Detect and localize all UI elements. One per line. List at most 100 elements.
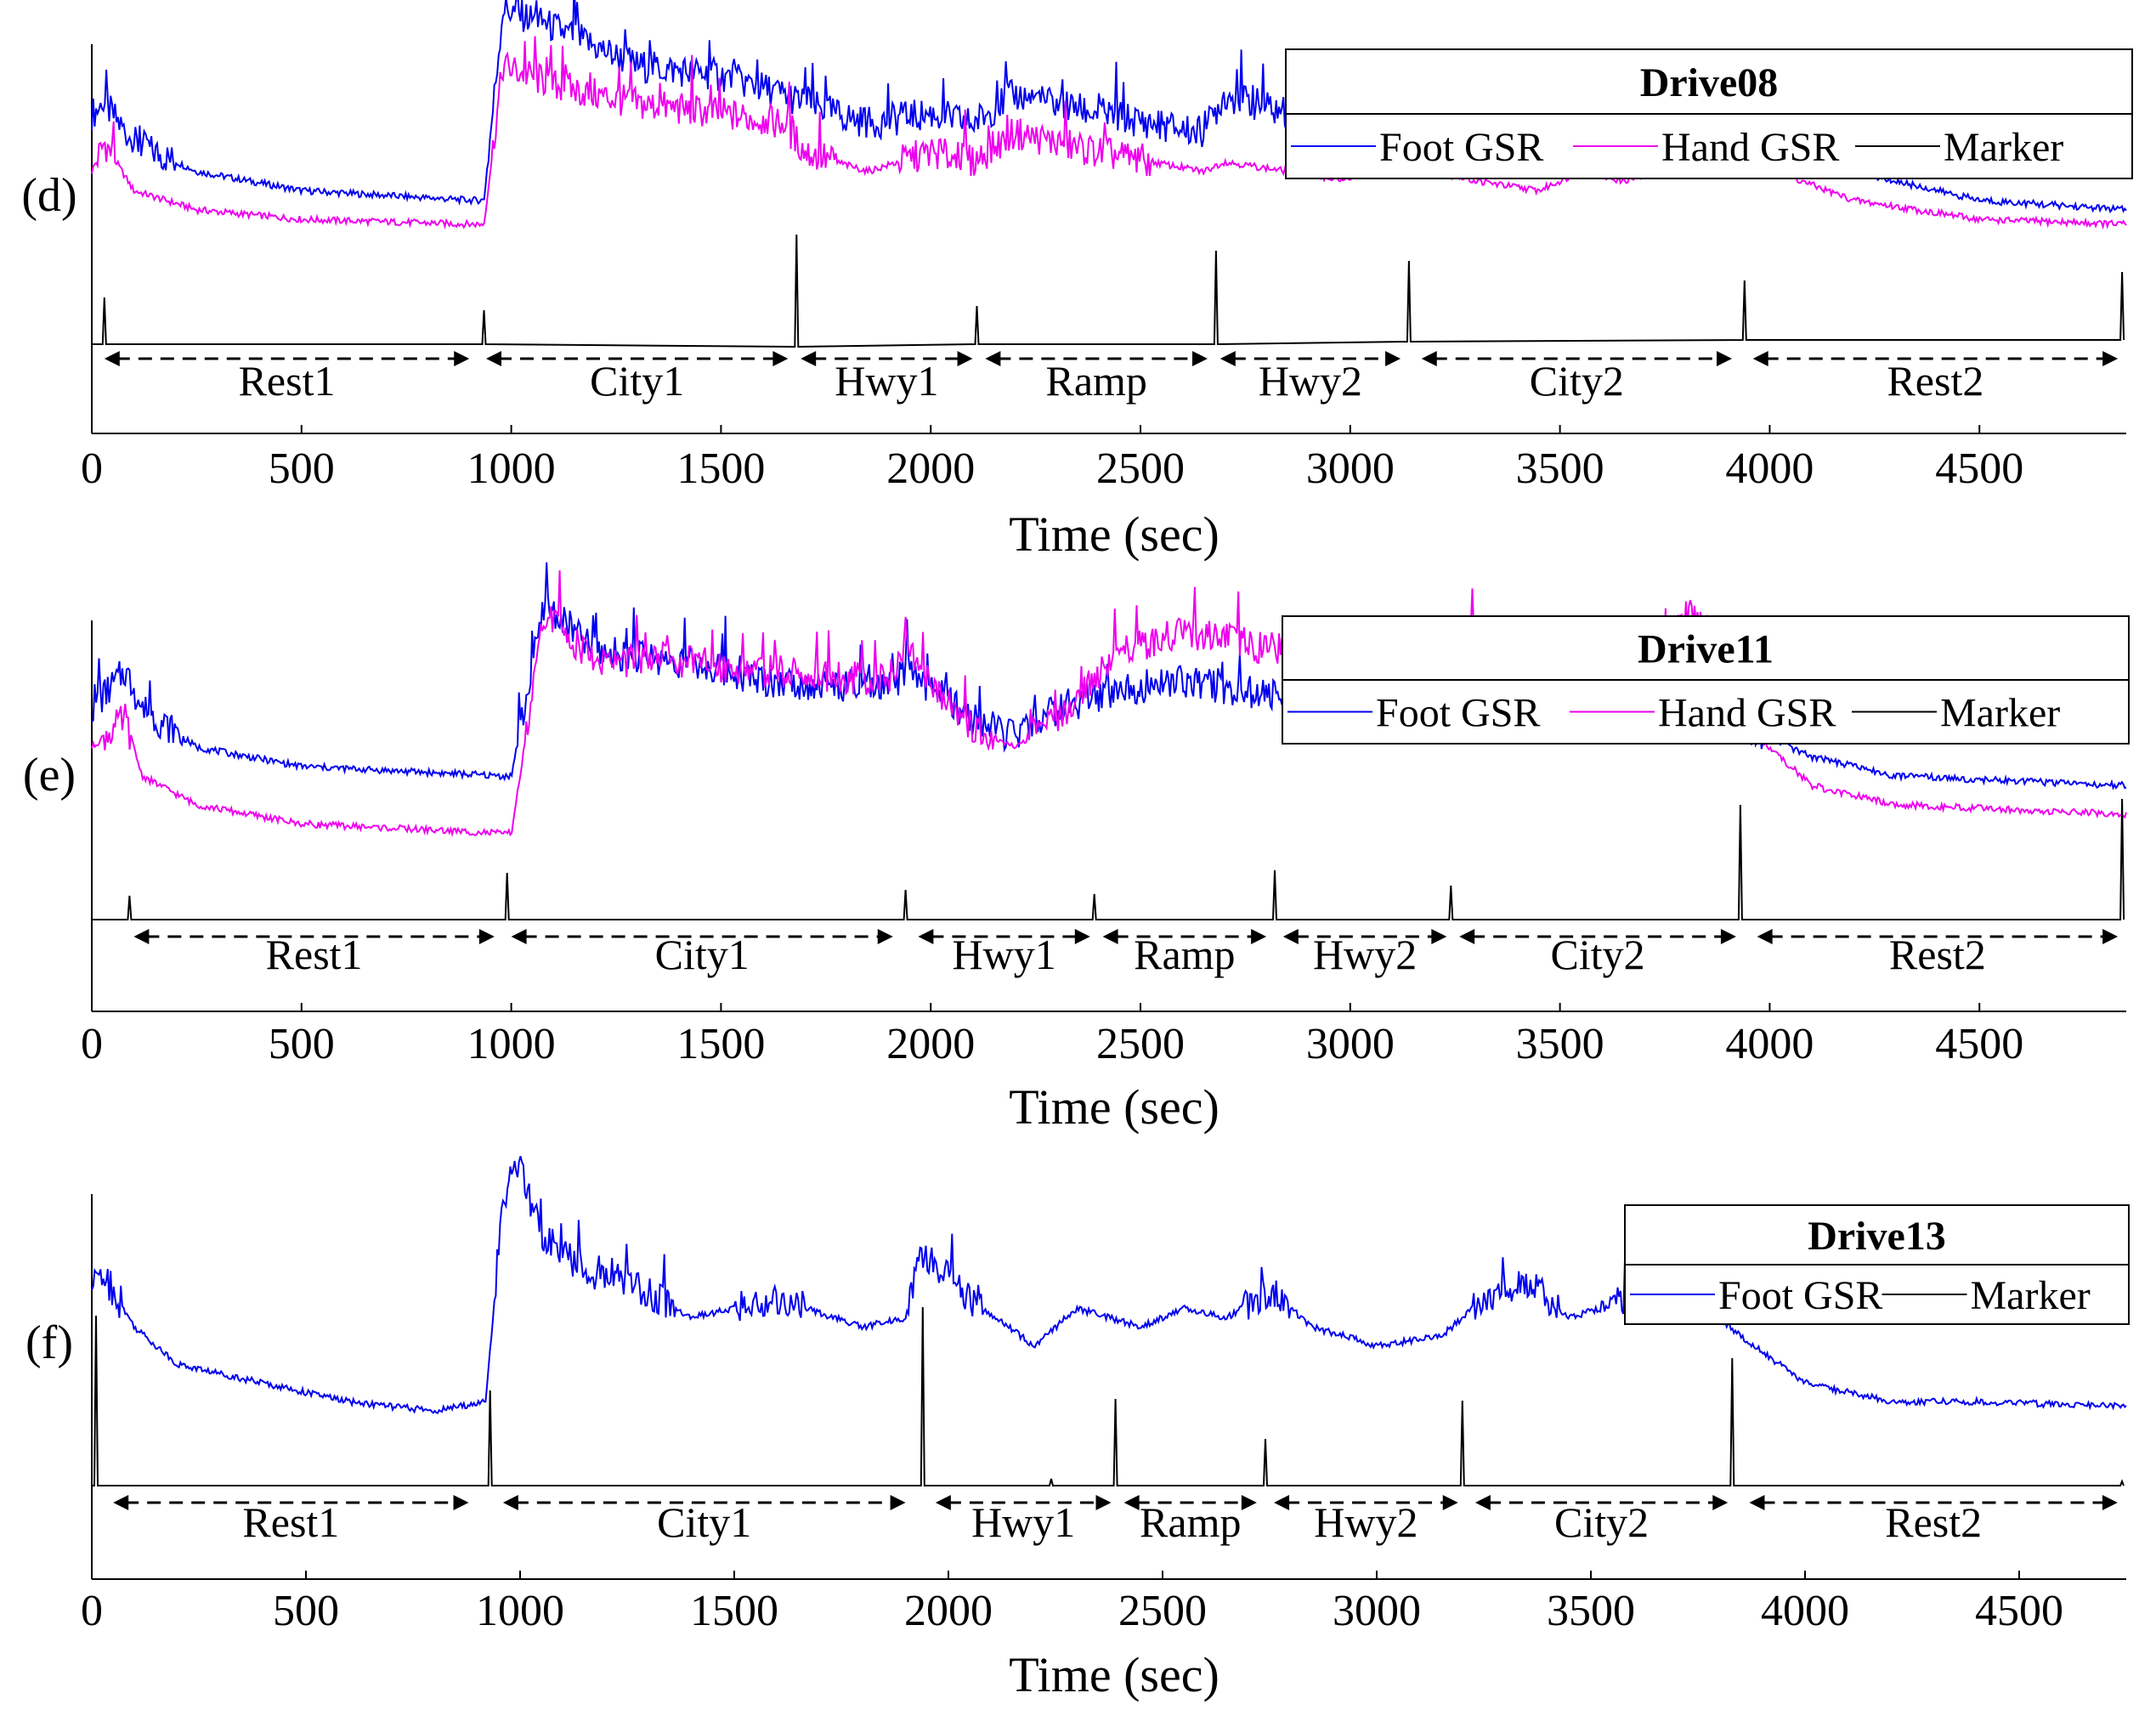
segment-hwy1: Hwy1 <box>918 929 1090 978</box>
arrowhead-left <box>1459 929 1475 944</box>
x-axis-label: Time (sec) <box>1009 507 1219 562</box>
x-tick-label: 2000 <box>886 444 975 493</box>
series-line-marker <box>92 798 2125 920</box>
segment-rest1: Rest1 <box>113 1495 469 1546</box>
x-tick-label: 500 <box>269 444 335 493</box>
arrowhead-left <box>1274 1495 1290 1510</box>
series-line-foot-gsr <box>91 1156 2127 1414</box>
arrowhead-right <box>478 929 495 944</box>
series-line-marker <box>92 1306 2125 1486</box>
x-tick-label: 2500 <box>1096 444 1185 493</box>
x-tick-label: 3000 <box>1306 444 1395 493</box>
segment-hwy2: Hwy2 <box>1282 929 1447 978</box>
arrowhead-right <box>2102 351 2119 366</box>
x-tick-label: 2500 <box>1118 1587 1207 1635</box>
x-tick-label: 4500 <box>1975 1587 2063 1635</box>
legend: Drive13 Foot GSR Marker <box>1624 1204 2130 1325</box>
series-line-marker <box>92 234 2125 348</box>
x-tick-label: 500 <box>273 1587 339 1635</box>
chart-panel-drive13: 0 500 1000 1500 2000 2500 3000 3500 4000 4500 Time… <box>25 1156 2130 1702</box>
legend-entry: Hand GSR <box>1661 125 1839 170</box>
x-tick-label: 1500 <box>690 1587 778 1635</box>
segment-label: Ramp <box>1134 931 1235 978</box>
x-tick-label: 3500 <box>1516 444 1604 493</box>
legend-entry: Foot GSR <box>1379 125 1543 170</box>
x-tick-label: 0 <box>81 1587 103 1635</box>
x-tick-label: 1000 <box>476 1587 564 1635</box>
segment-rest1: Rest1 <box>133 929 495 978</box>
arrowhead-right <box>877 929 893 944</box>
segment-label: Rest1 <box>266 931 363 978</box>
arrowhead-right <box>1241 1495 1257 1510</box>
chart-panel-drive08: 0 500 1000 1500 2000 2500 3000 3500 4000 4500 Time… <box>21 0 2133 562</box>
arrowhead-left <box>104 351 120 366</box>
segment-city2: City2 <box>1421 351 1733 405</box>
legend-entry: Marker <box>1940 691 2060 736</box>
arrowhead-left <box>1123 1495 1140 1510</box>
segment-rest2: Rest2 <box>1752 351 2119 405</box>
arrowhead-left <box>485 351 501 366</box>
panel-label: (f) <box>25 1316 73 1369</box>
segment-city2: City2 <box>1474 1495 1729 1546</box>
arrowhead-right <box>772 351 789 366</box>
legend-entry: Foot GSR <box>1376 691 1540 736</box>
arrowhead-right <box>1720 929 1736 944</box>
legend-entry: Hand GSR <box>1658 691 1836 736</box>
x-tick-label: 4000 <box>1725 1020 1814 1068</box>
panel-label: (d) <box>21 169 76 222</box>
segment-hwy1: Hwy1 <box>935 1495 1112 1546</box>
segment-label: Rest1 <box>239 357 336 405</box>
segment-ramp: Ramp <box>1123 1495 1257 1546</box>
segment-label: Rest2 <box>1887 357 1983 405</box>
arrowhead-right <box>2102 929 2119 944</box>
segment-label: Ramp <box>1045 357 1146 405</box>
legend: Drive08 Foot GSR Hand GSR Marker <box>1285 48 2133 179</box>
arrowhead-left <box>801 351 817 366</box>
segment-label: Rest1 <box>242 1498 339 1546</box>
arrowhead-left <box>985 351 1001 366</box>
segment-label: Hwy1 <box>971 1498 1075 1546</box>
arrowhead-left <box>502 1495 518 1510</box>
x-tick-label: 3000 <box>1306 1020 1395 1068</box>
x-tick-label: 4500 <box>1935 444 2023 493</box>
arrowhead-left <box>1757 929 1773 944</box>
x-tick-label: 1500 <box>676 444 765 493</box>
x-tick-label: 4000 <box>1725 444 1814 493</box>
segment-city2: City2 <box>1459 929 1736 978</box>
arrowhead-left <box>1219 351 1236 366</box>
arrowhead-right <box>1385 351 1401 366</box>
arrowhead-right <box>1191 351 1208 366</box>
x-tick-label: 3500 <box>1516 1020 1604 1068</box>
legend-entry: Foot GSR <box>1718 1273 1882 1318</box>
x-tick-label: 3500 <box>1547 1587 1635 1635</box>
arrowhead-left <box>935 1495 951 1510</box>
arrowhead-left <box>1102 929 1118 944</box>
x-tick-label: 3000 <box>1333 1587 1421 1635</box>
legend: Drive11 Foot GSR Hand GSR Marker <box>1282 615 2130 745</box>
x-axis-label: Time (sec) <box>1009 1647 1219 1702</box>
arrowhead-right <box>453 1495 469 1510</box>
segment-label: City1 <box>655 931 750 978</box>
arrowhead-right <box>890 1495 906 1510</box>
arrowhead-right <box>1431 929 1447 944</box>
arrowhead-right <box>2102 1495 2118 1510</box>
x-tick-label: 0 <box>81 444 103 493</box>
x-tick-label: 2000 <box>904 1587 993 1635</box>
arrowhead-left <box>1474 1495 1491 1510</box>
segment-city1: City1 <box>485 351 789 405</box>
x-tick-label: 4000 <box>1761 1587 1849 1635</box>
panel-label: (e) <box>23 749 76 801</box>
x-tick-label: 1000 <box>467 1020 556 1068</box>
arrowhead-right <box>1717 351 1733 366</box>
x-tick-label: 2500 <box>1096 1020 1185 1068</box>
segment-hwy2: Hwy2 <box>1274 1495 1458 1546</box>
arrowhead-left <box>918 929 934 944</box>
segment-label: Hwy2 <box>1314 1498 1418 1546</box>
segment-label: City1 <box>657 1498 751 1546</box>
x-tick-label: 4500 <box>1935 1020 2023 1068</box>
legend-entry: Marker <box>1944 125 2063 170</box>
segment-rest1: Rest1 <box>104 351 470 405</box>
arrowhead-left <box>133 929 150 944</box>
arrowhead-right <box>957 351 973 366</box>
